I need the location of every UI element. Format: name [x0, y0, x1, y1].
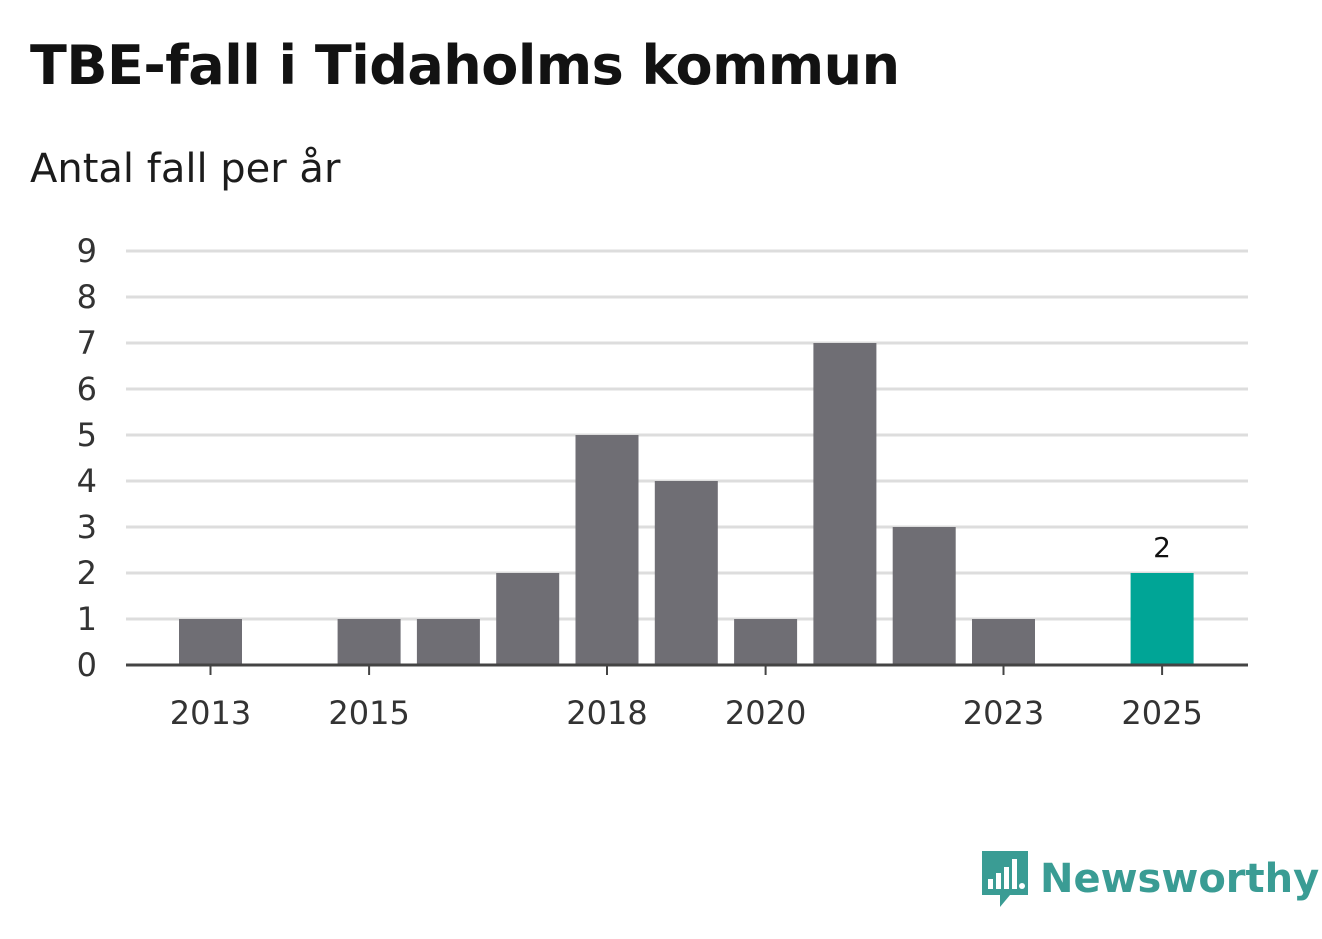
- chart-title: TBE-fall i Tidaholms kommun: [30, 34, 900, 97]
- bar: [972, 619, 1035, 665]
- y-tick-label: 1: [77, 600, 97, 638]
- x-tick-label: 2023: [963, 694, 1044, 732]
- bar: [575, 435, 639, 665]
- bar: [1130, 573, 1194, 665]
- x-tick-label: 2018: [566, 694, 647, 732]
- bar: [337, 619, 401, 665]
- data-label: 2: [1153, 531, 1171, 564]
- bar: [654, 481, 718, 665]
- y-tick-label: 9: [77, 232, 97, 270]
- y-tick-label: 6: [77, 370, 97, 408]
- y-tick-label: 4: [77, 462, 97, 500]
- bar-chart-speech-bubble-icon: [982, 851, 1028, 907]
- y-tick-label: 2: [77, 554, 97, 592]
- y-tick-label: 3: [77, 508, 97, 546]
- x-tick-label: 2020: [725, 694, 806, 732]
- bar: [416, 619, 480, 665]
- brand-name: Newsworthy: [1040, 856, 1320, 902]
- bar: [892, 527, 956, 665]
- x-tick-label: 2013: [170, 694, 251, 732]
- bar: [179, 619, 242, 665]
- y-tick-label: 8: [77, 278, 97, 316]
- bar: [496, 573, 560, 665]
- y-tick-label: 7: [77, 324, 97, 362]
- brand-logo: Newsworthy: [980, 848, 1319, 910]
- y-tick-label: 5: [77, 416, 97, 454]
- x-tick-label: 2015: [328, 694, 409, 732]
- bar: [813, 343, 877, 665]
- bar: [734, 619, 798, 665]
- y-tick-label: 0: [77, 646, 97, 684]
- x-tick-label: 2025: [1121, 694, 1202, 732]
- chart-subtitle: Antal fall per år: [30, 146, 341, 192]
